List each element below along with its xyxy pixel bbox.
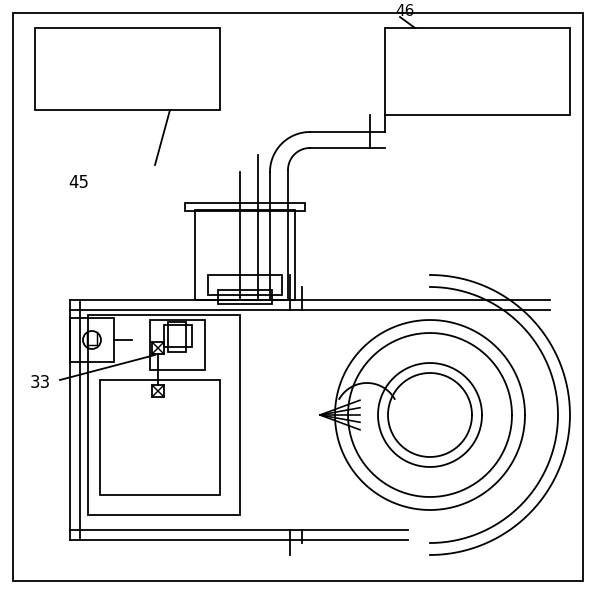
Bar [35, 28, 220, 110]
Bar [152, 342, 164, 354]
Bar [100, 380, 220, 495]
Bar [218, 290, 272, 304]
Text: 33: 33 [30, 374, 51, 392]
Bar [168, 322, 186, 352]
Bar [150, 320, 205, 370]
Bar [195, 210, 295, 300]
Bar [88, 315, 240, 515]
Bar [385, 28, 570, 115]
Text: 45: 45 [68, 174, 89, 192]
Bar [185, 203, 305, 211]
Text: 46: 46 [395, 4, 414, 19]
Bar [208, 275, 282, 295]
Bar [152, 385, 164, 397]
Bar [70, 318, 114, 362]
Bar [164, 325, 192, 347]
